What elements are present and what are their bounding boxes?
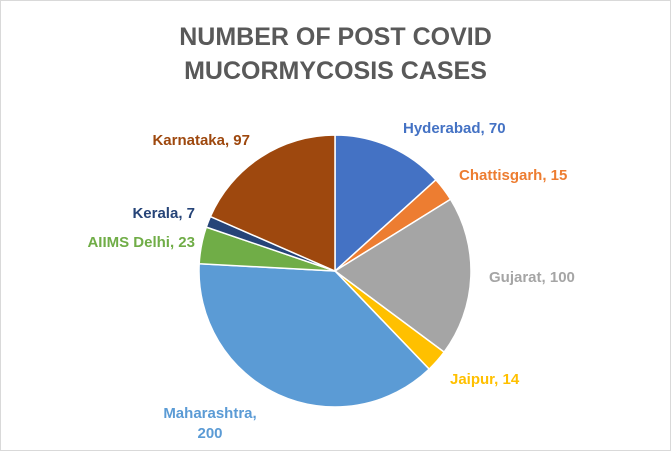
slice-label-5: AIIMS Delhi, 23: [87, 234, 195, 251]
pie-slice-2: [333, 198, 472, 354]
slice-label-6: Kerala, 7: [132, 205, 195, 222]
slice-label-7: Karnataka, 97: [152, 132, 250, 149]
pie-slice-0: [334, 134, 437, 273]
slice-label-2: Gujarat, 100: [489, 269, 575, 286]
chart-title-line-1: NUMBER OF POST COVID: [179, 23, 492, 51]
pie-slice-4: [198, 262, 431, 408]
chart-title: NUMBER OF POST COVID MUCORMYCOSIS CASES: [0, 20, 671, 88]
slice-label-3: Jaipur, 14: [450, 371, 520, 388]
slice-label-1: Chattisgarh, 15: [459, 167, 567, 184]
slice-label-4: Maharashtra, 200: [163, 405, 256, 442]
pie-slice-7: [209, 134, 336, 273]
chart-title-line-2: MUCORMYCOSIS CASES: [184, 57, 487, 85]
slice-label-0: Hyderabad, 70: [403, 120, 506, 137]
